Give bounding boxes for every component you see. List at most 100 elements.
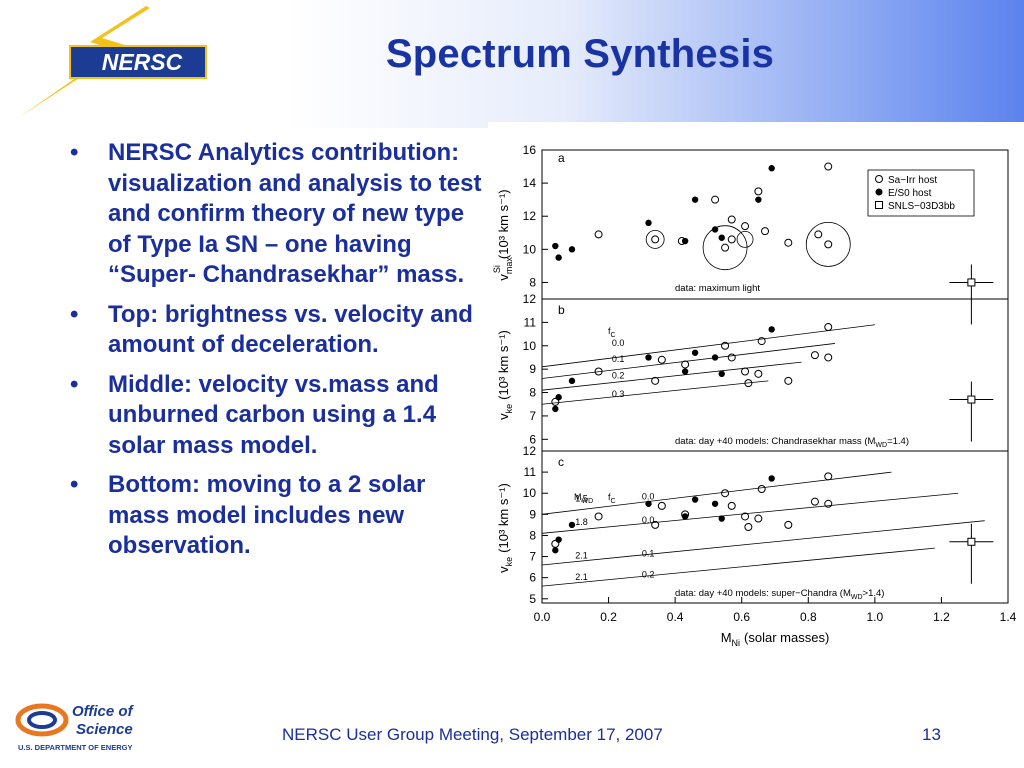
uncertainty-circle [805,221,851,267]
bullet-item: • Top: brightness vs. velocity and amount… [70,300,473,359]
model-line [541,361,802,391]
bullet-item: • Bottom: moving to a 2 solar mass model … [70,471,426,559]
model-line-label: 0.0 [612,338,625,348]
scientific-figure: a b c vmaxSi(10³ km s⁻¹) vke(10³ km s⁻¹)… [492,143,1017,648]
panel-b-ylabel: vke(10³ km s⁻¹) [496,330,514,420]
data-point-sa-irr [824,499,833,508]
panel-a-letter: a [558,151,565,165]
uncertainty-circle [736,231,754,248]
model-mwd-label: 1.5 [575,494,588,504]
panel-c-note: data: day +40 models: super−Chandra (MWD… [675,588,884,601]
panel-a-ylabel: vmaxSi(10³ km s⁻¹) [492,189,514,280]
panel-b-fc-header: fC [608,326,616,339]
data-point-e-s0 [645,354,652,361]
doe-swirl-icon [15,703,69,737]
data-point-e-s0 [552,242,559,250]
model-line [541,343,835,379]
model-mwd-label: 1.8 [575,517,588,527]
data-point-sa-irr [754,369,763,378]
y-tick-label: 11 [524,315,537,329]
y-tick-label: 6 [529,571,536,585]
data-point-sa-irr [651,520,660,529]
model-line-label: 0.2 [612,371,625,381]
data-point-e-s0 [555,254,562,261]
legend-marker-open-circle [875,175,883,183]
panel-c-letter: c [558,455,564,469]
model-mwd-label: 2.1 [575,551,588,561]
data-point-e-s0 [568,521,576,529]
y-tick-label: 8 [529,386,536,400]
y-tick-label: 9 [529,507,536,521]
panel-c-fc-header: fC [608,492,616,505]
model-line [541,520,985,566]
footer-logo-line2: Science [76,721,133,738]
x-tick-label: 1.0 [867,610,884,624]
data-point-sa-irr [741,512,750,521]
data-point-sa-irr [741,222,750,231]
bullet-item: • Middle: velocity vs.mass and unburned c… [70,370,439,459]
y-tick-label: 6 [529,432,536,446]
model-line [541,492,959,534]
data-point-sa-irr [824,162,833,171]
data-point-e-s0 [681,513,689,520]
data-point-sa-irr [741,367,750,376]
y-tick-label: 7 [529,550,536,564]
model-line-label: 0.1 [612,354,625,364]
footer-logo-line1: Office of [72,703,135,720]
legend-marker-filled-circle [875,188,883,196]
uncertainty-circle [645,230,665,249]
y-tick-label: 12 [523,444,537,458]
uncertainty-circle [702,225,748,271]
bullet-item: • NERSC Analytics contribution: visualiza… [70,139,482,288]
data-point-e-s0 [711,500,719,507]
data-point-sa-irr [754,187,763,196]
data-point-sa-irr [824,353,833,362]
y-tick-label: 10 [523,242,537,256]
x-tick-label: 0.6 [733,610,750,624]
x-tick-label: 0.0 [534,610,551,624]
model-line-label: 0.3 [612,389,625,399]
data-point-sa-irr [824,240,833,249]
panel-b-note: data: day +40 models: Chandrasekhar mass… [675,436,909,449]
y-tick-label: 8 [529,275,536,289]
data-point-sa-irr [814,230,823,239]
model-line [541,380,769,405]
data-point-sa-irr [711,195,720,204]
data-point-sa-irr [824,472,833,481]
model-fc-label: 0.0 [642,515,655,525]
figure-panel: a b c vmaxSi(10³ km s⁻¹) vke(10³ km s⁻¹)… [488,122,1024,662]
data-point-e-s0 [645,219,652,227]
model-line [541,471,892,515]
legend-label-snls: SNLS−03D3bb [888,201,955,212]
data-point-sa-irr [657,355,666,364]
x-tick-label: 0.2 [600,610,617,624]
data-point-sa-irr [757,337,766,346]
y-tick-label: 11 [524,465,537,479]
nersc-logo: NERSC [18,6,207,118]
data-point-sa-irr [744,523,753,531]
model-fc-label: 0.0 [642,492,655,502]
data-point-sa-irr [810,497,819,506]
data-point-e-s0 [681,368,689,375]
data-point-e-s0 [718,234,725,241]
data-point-snls [967,278,976,287]
page-title: Spectrum Synthesis [385,32,775,76]
legend-marker-square [875,201,883,209]
data-point-e-s0 [555,394,562,401]
data-point-sa-irr [721,341,730,350]
y-tick-label: 12 [523,209,537,223]
y-tick-label: 12 [523,292,537,306]
x-tick-label: 0.4 [667,610,684,624]
data-point-sa-irr [721,489,730,498]
data-point-sa-irr [754,514,763,523]
data-point-sa-irr [594,512,603,521]
model-mwd-label: 2.1 [575,572,588,582]
y-tick-label: 9 [529,362,536,376]
data-point-e-s0 [768,326,775,333]
y-tick-label: 10 [523,486,537,500]
data-point-e-s0 [568,377,576,385]
data-point-e-s0 [555,536,562,543]
legend-label-e-s0: E/S0 host [888,188,932,199]
data-point-e-s0 [568,246,576,253]
y-tick-label: 5 [529,592,536,606]
